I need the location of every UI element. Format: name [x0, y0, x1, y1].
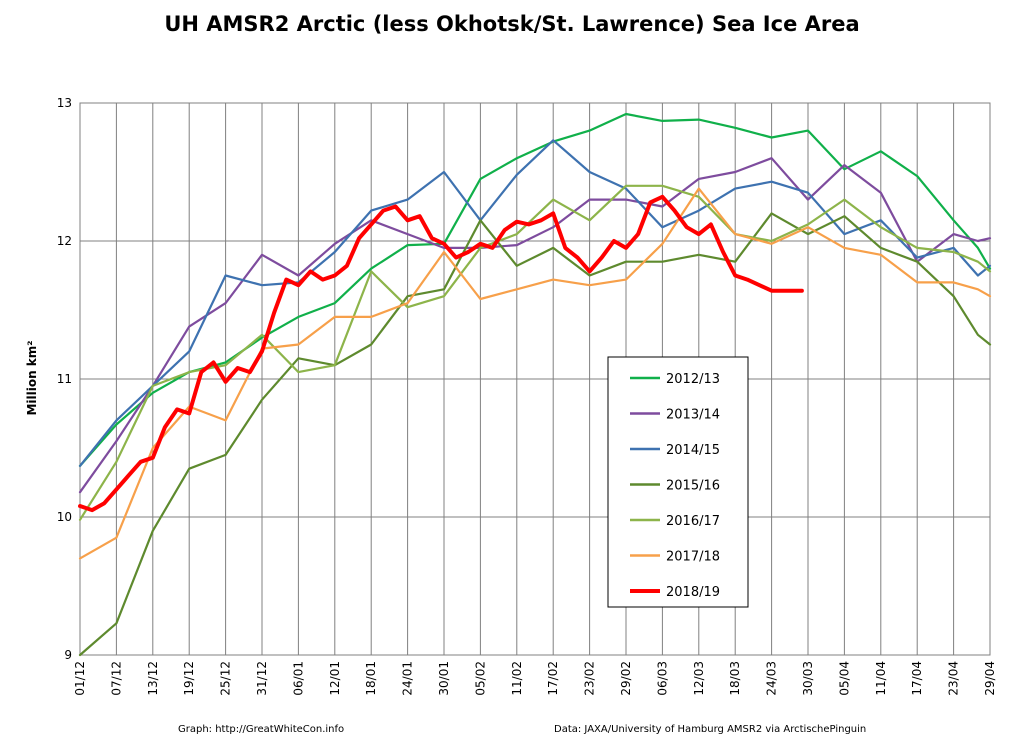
x-tick-label: 18/03: [728, 661, 742, 696]
legend-label: 2013/14: [666, 408, 720, 423]
x-tick-label: 06/01: [291, 661, 305, 696]
x-tick-label: 23/04: [947, 661, 961, 696]
y-axis-label: Million km²: [25, 340, 39, 415]
series-line-2015-16: [78, 212, 992, 657]
x-tick-label: 11/04: [874, 661, 888, 696]
legend-label: 2015/16: [666, 479, 720, 494]
x-tick-label: 12/03: [692, 661, 706, 696]
series-line-2014-15: [78, 139, 992, 467]
legend-label: 2014/15: [666, 443, 720, 458]
gridlines: [79, 102, 991, 656]
legend: 2012/13 2013/14 2014/15 2015/16 2016/17 2017/…: [607, 356, 749, 608]
y-tick-label: 13: [57, 96, 72, 110]
y-tick-label: 10: [57, 510, 72, 524]
x-tick-label: 18/01: [364, 661, 378, 696]
x-tick-labels: 01/12 07/12 13/12 19/12 25/12 31/12 06/01 12/01…: [73, 661, 997, 696]
x-tick-label: 29/02: [619, 661, 633, 696]
x-tick-label: 24/03: [765, 661, 779, 696]
legend-box: [607, 356, 749, 608]
legend-label: 2017/18: [666, 550, 720, 565]
x-tick-label: 13/12: [146, 661, 160, 696]
legend-label: 2012/13: [666, 372, 720, 387]
x-tick-label: 05/04: [837, 661, 851, 696]
chart-title: UH AMSR2 Arctic (less Okhotsk/St. Lawren…: [164, 12, 860, 36]
data-credit: Data: JAXA/University of Hamburg AMSR2 v…: [554, 724, 867, 735]
y-tick-labels: 9 10 11 12 13: [57, 96, 72, 662]
x-tick-label: 17/02: [546, 661, 560, 696]
x-tick-label: 19/12: [182, 661, 196, 696]
series-lines: [78, 112, 992, 657]
series-line-2017-18: [78, 187, 992, 560]
x-tick-label: 29/04: [983, 661, 997, 696]
x-tick-label: 06/03: [655, 661, 669, 696]
y-tick-label: 12: [57, 234, 72, 248]
legend-label: 2016/17: [666, 514, 720, 529]
y-tick-label: 11: [57, 372, 72, 386]
x-tick-label: 30/01: [437, 661, 451, 696]
x-tick-label: 05/02: [473, 661, 487, 696]
legend-label: 2018/19: [666, 585, 720, 600]
series-line-2012-13: [78, 112, 992, 467]
x-tick-label: 31/12: [255, 661, 269, 696]
x-tick-label: 07/12: [109, 661, 123, 696]
x-tick-label: 24/01: [401, 661, 415, 696]
series-line-2013-14: [78, 157, 992, 494]
x-tick-label: 25/12: [219, 661, 233, 696]
y-tick-label: 9: [64, 648, 72, 662]
x-tick-label: 11/02: [510, 661, 524, 696]
x-tick-label: 01/12: [73, 661, 87, 696]
series-line-2016-17: [78, 184, 992, 521]
x-tick-label: 30/03: [801, 661, 815, 696]
x-tick-label: 23/02: [583, 661, 597, 696]
graph-credit: Graph: http://GreatWhiteCon.info: [178, 724, 345, 735]
x-tick-label: 12/01: [328, 661, 342, 696]
x-tick-label: 17/04: [910, 661, 924, 696]
series-line-2018-19: [78, 194, 804, 513]
